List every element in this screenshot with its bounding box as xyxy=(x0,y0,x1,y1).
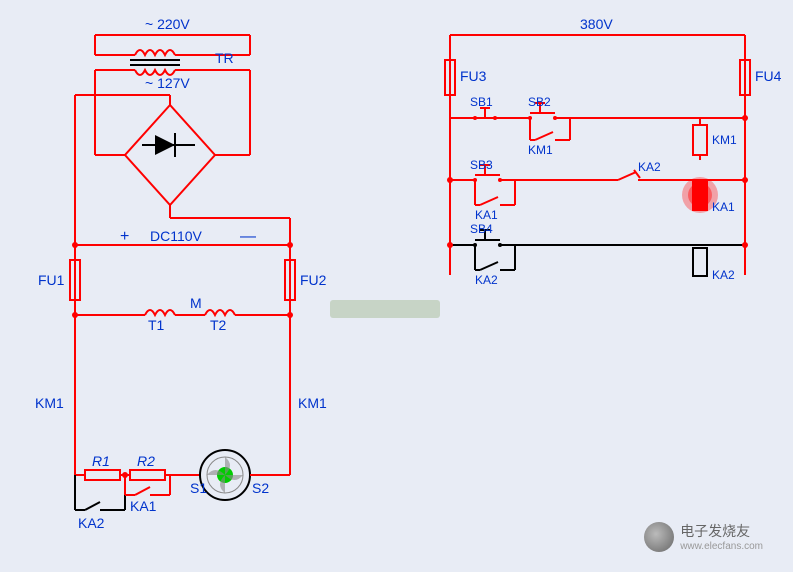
label-sb3: SB3 xyxy=(470,158,493,172)
label-km1-contact: KM1 xyxy=(528,143,553,157)
label-t1: T1 xyxy=(148,317,164,333)
label-transformer: TR xyxy=(215,50,234,66)
label-km1-right: KM1 xyxy=(298,395,327,411)
watermark-text-block: 电子发烧友 www.elecfans.com xyxy=(680,521,763,552)
label-voltage-ac-in: ~ 220V xyxy=(145,16,190,32)
label-r2: R2 xyxy=(137,453,155,469)
label-m: M xyxy=(190,295,202,311)
label-dc-minus: — xyxy=(240,228,256,246)
label-sb1: SB1 xyxy=(470,95,493,109)
watermark-logo-icon xyxy=(644,522,674,552)
watermark-url: www.elecfans.com xyxy=(680,541,763,552)
label-ka2-contact: KA2 xyxy=(475,273,498,287)
label-ka1-bottom: KA1 xyxy=(130,498,156,514)
label-s1: S1 xyxy=(190,480,207,496)
label-t2: T2 xyxy=(210,317,226,333)
label-fu4: FU4 xyxy=(755,68,781,84)
label-ka1-coil: KA1 xyxy=(712,200,735,214)
label-ka2-bottom: KA2 xyxy=(78,515,104,531)
label-fu3: FU3 xyxy=(460,68,486,84)
label-dc-plus: + xyxy=(120,228,129,246)
circuit-diagram: ~ 220V TR ~ 127V + DC110V — FU1 FU2 T1 M… xyxy=(0,0,793,572)
watermark: 电子发烧友 www.elecfans.com xyxy=(644,521,763,552)
label-ka2-coil: KA2 xyxy=(712,268,735,282)
label-fu2: FU2 xyxy=(300,272,326,288)
label-voltage-ac-out: ~ 127V xyxy=(145,75,190,91)
label-fu1: FU1 xyxy=(38,272,64,288)
label-ka2-nc: KA2 xyxy=(638,160,661,174)
watermark-cn: 电子发烧友 xyxy=(680,521,763,541)
label-sb4: SB4 xyxy=(470,222,493,236)
label-ka1-contact: KA1 xyxy=(475,208,498,222)
schematic-svg xyxy=(0,0,793,572)
label-380v: 380V xyxy=(580,16,613,32)
label-r1: R1 xyxy=(92,453,110,469)
label-km1-coil: KM1 xyxy=(712,133,737,147)
label-sb2: SB2 xyxy=(528,95,551,109)
label-s2: S2 xyxy=(252,480,269,496)
label-km1-left: KM1 xyxy=(35,395,64,411)
label-dc: DC110V xyxy=(150,228,202,244)
